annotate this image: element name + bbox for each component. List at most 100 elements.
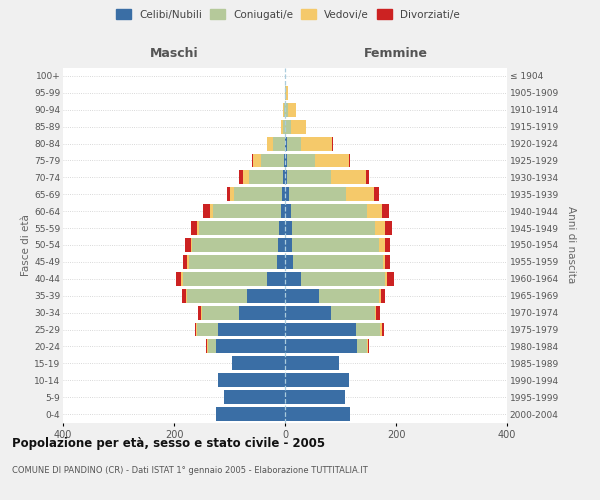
- Bar: [367, 340, 368, 353]
- Bar: [285, 103, 288, 117]
- Bar: [189, 255, 277, 269]
- Bar: [252, 154, 253, 168]
- Bar: [284, 154, 285, 168]
- Bar: [285, 289, 319, 302]
- Bar: [218, 374, 285, 387]
- Bar: [346, 188, 374, 201]
- Bar: [282, 188, 285, 201]
- Bar: [200, 306, 202, 320]
- Bar: [199, 221, 280, 235]
- Bar: [239, 306, 285, 320]
- Bar: [239, 170, 244, 184]
- Bar: [285, 272, 301, 285]
- Bar: [286, 86, 289, 100]
- Bar: [380, 322, 382, 336]
- Bar: [385, 238, 391, 252]
- Bar: [281, 120, 283, 134]
- Bar: [285, 407, 350, 421]
- Bar: [215, 407, 285, 421]
- Bar: [187, 255, 189, 269]
- Bar: [356, 322, 380, 336]
- Bar: [197, 221, 199, 235]
- Bar: [202, 306, 239, 320]
- Text: COMUNE DI PANDINO (CR) - Dati ISTAT 1° gennaio 2005 - Elaborazione TUTTITALIA.IT: COMUNE DI PANDINO (CR) - Dati ISTAT 1° g…: [12, 466, 368, 475]
- Bar: [203, 204, 210, 218]
- Text: Popolazione per età, sesso e stato civile - 2005: Popolazione per età, sesso e stato civil…: [12, 438, 325, 450]
- Bar: [244, 170, 249, 184]
- Bar: [285, 154, 287, 168]
- Bar: [379, 238, 385, 252]
- Bar: [382, 322, 384, 336]
- Bar: [368, 340, 370, 353]
- Bar: [285, 322, 356, 336]
- Bar: [285, 170, 287, 184]
- Bar: [191, 221, 197, 235]
- Bar: [301, 136, 332, 150]
- Bar: [281, 204, 285, 218]
- Bar: [382, 204, 389, 218]
- Legend: Celibi/Nubili, Coniugati/e, Vedovi/e, Divorziati/e: Celibi/Nubili, Coniugati/e, Vedovi/e, Di…: [112, 5, 464, 24]
- Bar: [289, 188, 346, 201]
- Bar: [331, 170, 366, 184]
- Bar: [285, 221, 292, 235]
- Bar: [247, 289, 285, 302]
- Bar: [267, 272, 285, 285]
- Bar: [332, 136, 333, 150]
- Bar: [277, 255, 285, 269]
- Bar: [285, 238, 292, 252]
- Bar: [287, 170, 331, 184]
- Bar: [381, 289, 385, 302]
- Bar: [285, 374, 349, 387]
- Bar: [292, 238, 379, 252]
- Bar: [213, 204, 281, 218]
- Bar: [234, 188, 282, 201]
- Bar: [285, 204, 290, 218]
- Bar: [293, 255, 383, 269]
- Bar: [183, 272, 267, 285]
- Bar: [349, 154, 350, 168]
- Bar: [315, 154, 349, 168]
- Bar: [285, 390, 345, 404]
- Bar: [374, 188, 379, 201]
- Bar: [191, 238, 193, 252]
- Bar: [185, 238, 191, 252]
- Y-axis label: Fasce di età: Fasce di età: [21, 214, 31, 276]
- Bar: [280, 221, 285, 235]
- Bar: [283, 170, 285, 184]
- Bar: [195, 322, 196, 336]
- Bar: [287, 154, 315, 168]
- Bar: [285, 136, 287, 150]
- Bar: [232, 356, 285, 370]
- Bar: [284, 103, 285, 117]
- Bar: [387, 272, 394, 285]
- Bar: [290, 204, 367, 218]
- Bar: [366, 170, 369, 184]
- Bar: [331, 306, 375, 320]
- Bar: [183, 255, 187, 269]
- Bar: [301, 272, 385, 285]
- Bar: [253, 154, 260, 168]
- Bar: [187, 289, 247, 302]
- Y-axis label: Anni di nascita: Anni di nascita: [566, 206, 575, 284]
- Bar: [285, 120, 290, 134]
- Bar: [210, 204, 213, 218]
- Bar: [376, 306, 380, 320]
- Text: Femmine: Femmine: [364, 48, 428, 60]
- Bar: [292, 221, 375, 235]
- Bar: [278, 238, 285, 252]
- Bar: [375, 306, 376, 320]
- Bar: [193, 238, 278, 252]
- Bar: [357, 340, 367, 353]
- Bar: [285, 340, 357, 353]
- Bar: [285, 188, 289, 201]
- Bar: [215, 340, 285, 353]
- Bar: [287, 136, 301, 150]
- Bar: [383, 255, 385, 269]
- Bar: [208, 340, 215, 353]
- Bar: [224, 390, 285, 404]
- Bar: [367, 204, 382, 218]
- Bar: [267, 136, 273, 150]
- Bar: [206, 340, 207, 353]
- Bar: [227, 188, 230, 201]
- Bar: [181, 272, 183, 285]
